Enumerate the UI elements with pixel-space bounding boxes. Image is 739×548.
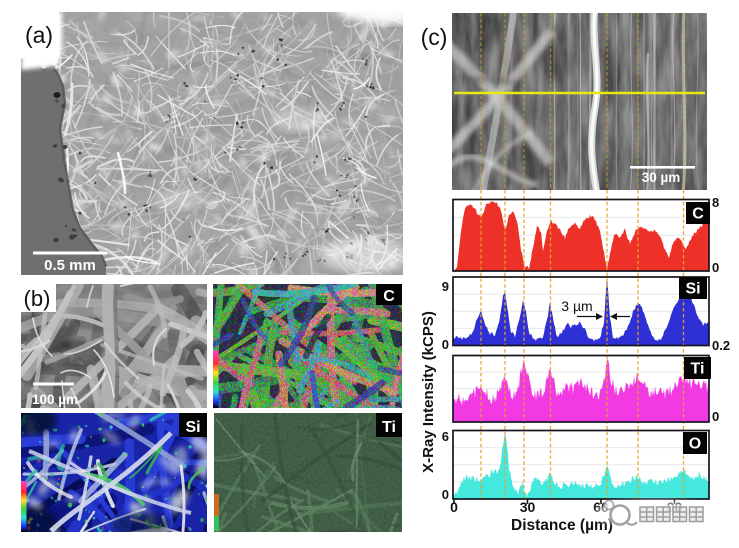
- svg-text:0: 0: [450, 499, 458, 515]
- svg-text:0.2: 0.2: [712, 338, 730, 353]
- svg-text:100 µm: 100 µm: [32, 392, 78, 407]
- svg-text:0.5 mm: 0.5 mm: [44, 257, 96, 274]
- svg-text:Distance (µm): Distance (µm): [511, 517, 613, 534]
- svg-text:8: 8: [712, 195, 719, 210]
- svg-text:0: 0: [712, 409, 719, 424]
- svg-text:6: 6: [442, 429, 449, 444]
- svg-text:Si: Si: [185, 419, 200, 436]
- svg-text:C: C: [383, 288, 395, 305]
- svg-text:0: 0: [712, 260, 719, 275]
- svg-text:Ti: Ti: [382, 419, 396, 436]
- svg-text:0: 0: [442, 337, 449, 352]
- svg-text:Si: Si: [685, 281, 700, 298]
- svg-text:C: C: [692, 206, 704, 223]
- svg-text:0: 0: [442, 487, 449, 502]
- svg-text:9: 9: [442, 279, 449, 294]
- svg-text:Ti: Ti: [691, 361, 705, 378]
- svg-text:(b): (b): [24, 286, 51, 311]
- svg-text:O: O: [689, 436, 701, 453]
- svg-text:X-Ray Intensity (kCPS): X-Ray Intensity (kCPS): [420, 311, 437, 473]
- svg-text:30: 30: [520, 499, 536, 515]
- svg-text:30 µm: 30 µm: [642, 170, 681, 185]
- svg-text:(c): (c): [421, 24, 448, 50]
- svg-text:(a): (a): [25, 22, 53, 48]
- svg-text:3 µm: 3 µm: [561, 298, 592, 314]
